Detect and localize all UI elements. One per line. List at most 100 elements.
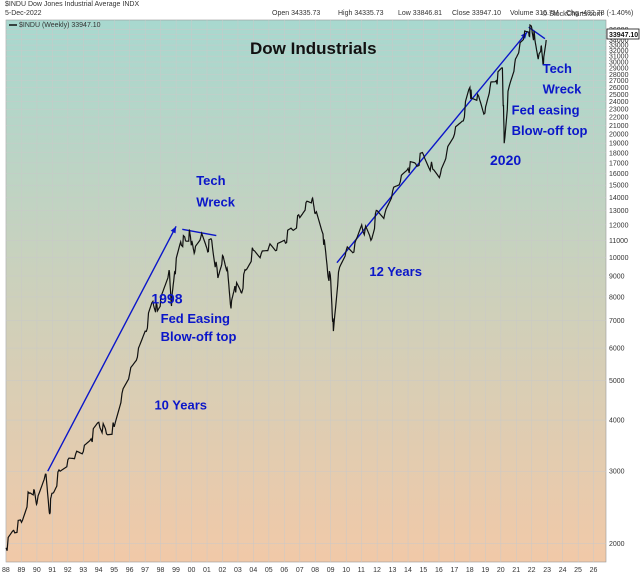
x-tick-label: 26: [590, 567, 598, 574]
x-tick-label: 92: [64, 567, 72, 574]
x-tick-label: 99: [172, 567, 180, 574]
y-tick-label: 28000: [609, 72, 629, 79]
x-tick-label: 93: [79, 567, 87, 574]
annotation-label: 12 Years: [369, 264, 422, 279]
annotation-label: 1998: [151, 291, 182, 307]
y-tick-label: 9000: [609, 273, 625, 280]
symbol-label: $INDU Dow Jones Industrial Average INDX: [5, 1, 140, 8]
legend: $INDU (Weekly) 33947.10: [9, 22, 101, 29]
y-tick-label: 33000: [609, 43, 629, 50]
x-tick-label: 03: [234, 567, 242, 574]
y-tick-label: 29000: [609, 66, 629, 73]
x-tick-label: 98: [157, 567, 165, 574]
annotations: Tech Wreck 1998 Fed Easing Blow-off top 10 Ye…: [151, 61, 587, 412]
x-axis: 88 89 90 91 92 93 94 95 96 97 98 99 00 01 02 03 04 05 06 07…: [2, 567, 598, 574]
annotation-label: Tech: [543, 61, 572, 76]
change-stat: Chg -482.78 (-1.40%): [566, 10, 634, 17]
x-tick-label: 21: [512, 567, 520, 574]
annotation-label: Blow-off top: [161, 329, 237, 344]
x-tick-label: 10: [342, 567, 350, 574]
chart-header: $INDU Dow Jones Industrial Average INDX …: [0, 0, 640, 20]
y-tick-label: 6000: [609, 346, 625, 353]
trend-line: [47, 226, 177, 472]
y-tick-label: 34000: [609, 37, 629, 44]
x-tick-label: 14: [404, 567, 412, 574]
y-tick-label: 7000: [609, 318, 625, 325]
annotation-label: Wreck: [196, 195, 236, 210]
x-tick-label: 04: [249, 567, 257, 574]
high-stat: High 34335.73: [338, 10, 384, 17]
x-tick-label: 20: [497, 567, 505, 574]
y-tick-label: 25000: [609, 92, 629, 99]
annotation-label: 2020: [490, 152, 521, 168]
watermark: © StockCharts.com: [542, 10, 603, 18]
annotation-label: Wreck: [543, 82, 583, 97]
y-tick-label: 26000: [609, 85, 629, 92]
y-tick-label: 20000: [609, 132, 629, 139]
x-tick-label: 89: [17, 567, 25, 574]
x-tick-label: 08: [311, 567, 319, 574]
x-tick-label: 09: [327, 567, 335, 574]
x-tick-label: 19: [481, 567, 489, 574]
y-tick-label: 21000: [609, 123, 629, 130]
y-tick-label: 8000: [609, 294, 625, 301]
x-tick-label: 00: [188, 567, 196, 574]
y-tick-label: 30000: [609, 60, 629, 67]
x-tick-label: 02: [218, 567, 226, 574]
annotation-label: Tech: [196, 173, 225, 188]
x-tick-label: 15: [420, 567, 428, 574]
x-tick-label: 90: [33, 567, 41, 574]
y-tick-label: 23000: [609, 107, 629, 114]
close-stat: Close 33947.10: [452, 10, 502, 17]
trend-lines: [47, 26, 546, 472]
x-tick-label: 22: [528, 567, 536, 574]
x-tick-label: 01: [203, 567, 211, 574]
x-tick-label: 12: [373, 567, 381, 574]
y-tick-label: 22000: [609, 115, 629, 122]
y-tick-label: 11000: [609, 238, 628, 245]
y-axis: 2000 3000 4000 5000 6000 7000 8000 9000 10000 110…: [609, 27, 629, 548]
x-tick-label: 05: [265, 567, 273, 574]
trend-line: [336, 31, 528, 264]
y-tick-label: 17000: [609, 160, 629, 167]
x-tick-label: 88: [2, 567, 10, 574]
y-tick-label: 24000: [609, 99, 629, 106]
y-tick-label: 32000: [609, 48, 629, 55]
x-tick-label: 07: [296, 567, 304, 574]
last-value-tag: 33947.10: [606, 28, 640, 40]
y-tick-label: 18000: [609, 150, 629, 157]
price-series-line: [5, 23, 547, 551]
annotation-label: Fed Easing: [161, 311, 230, 326]
x-tick-label: 06: [280, 567, 288, 574]
y-tick-label: 2000: [609, 541, 625, 548]
annotation-label: 10 Years: [154, 397, 207, 412]
grid-lines: [5, 20, 606, 562]
open-stat: Open 34335.73: [272, 10, 321, 17]
x-tick-label: 18: [466, 567, 474, 574]
trend-line: [182, 228, 217, 237]
x-tick-label: 25: [574, 567, 582, 574]
x-tick-label: 96: [126, 567, 134, 574]
plot-area: [5, 19, 607, 563]
y-tick-label: 13000: [609, 208, 629, 215]
last-value-text: 33947.10: [609, 32, 638, 39]
x-tick-label: 94: [95, 567, 103, 574]
chart-title: Dow Industrials: [250, 39, 377, 58]
date-label: 5-Dec-2022: [5, 10, 42, 17]
y-tick-label: 15000: [609, 183, 629, 190]
x-tick-label: 13: [389, 567, 397, 574]
y-tick-label: 10000: [609, 255, 629, 262]
x-tick-label: 24: [559, 567, 567, 574]
annotation-label: Blow-off top: [512, 123, 588, 138]
x-tick-label: 97: [141, 567, 149, 574]
x-tick-label: 91: [48, 567, 56, 574]
y-tick-label: 4000: [609, 418, 625, 425]
y-tick-label: 19000: [609, 141, 629, 148]
y-tick-label: 12000: [609, 222, 629, 229]
y-tick-label: 31000: [609, 54, 629, 61]
volume-stat: Volume 316.7M: [510, 10, 559, 17]
x-tick-label: 11: [358, 567, 365, 574]
y-tick-label: 27000: [609, 78, 629, 85]
low-stat: Low 33846.81: [398, 10, 442, 17]
